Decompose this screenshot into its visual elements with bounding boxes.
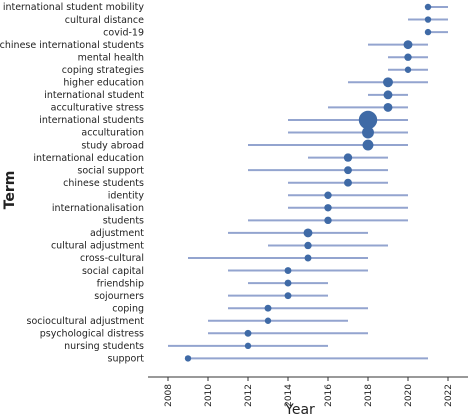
median-point	[362, 126, 374, 139]
median-point	[284, 267, 292, 274]
median-point	[304, 254, 312, 262]
term-label: students	[103, 216, 144, 227]
term-label: international education	[33, 153, 144, 164]
median-point	[362, 139, 374, 151]
x-tick-label: 2008	[164, 384, 174, 407]
x-tick-label: 2014	[284, 384, 294, 407]
term-label: coping	[112, 303, 144, 314]
median-point	[358, 110, 378, 130]
y-axis-title: Term	[2, 171, 18, 210]
x-axis-ticks: 2008 2010 2012 2014 2016 2018 2020 2022	[164, 377, 454, 407]
term-label: international student	[44, 90, 144, 101]
x-tick-label: 2018	[364, 384, 374, 407]
term-label: internationalisation	[52, 203, 144, 214]
term-label: adjustment	[90, 228, 144, 239]
median-point	[343, 153, 353, 162]
median-point	[383, 77, 393, 88]
x-tick-label: 2012	[244, 384, 254, 407]
term-label: mental health	[78, 52, 144, 63]
term-label: study abroad	[81, 140, 144, 151]
median-point	[324, 191, 332, 199]
median-point	[184, 355, 192, 362]
median-point	[404, 66, 412, 73]
term-label: covid-19	[103, 27, 144, 38]
median-points	[184, 3, 432, 362]
term-label: sojourners	[94, 291, 144, 302]
term-label: identity	[108, 190, 145, 201]
median-point	[244, 329, 252, 337]
median-point	[324, 216, 332, 225]
median-point	[303, 228, 313, 238]
term-label: coping strategies	[62, 65, 144, 76]
term-label: cultural adjustment	[51, 241, 144, 252]
median-point	[304, 241, 312, 250]
x-axis-title: Year	[284, 402, 315, 418]
x-tick-label: 2016	[324, 384, 334, 407]
median-point	[424, 3, 432, 11]
term-label: cultural distance	[65, 15, 144, 26]
median-point	[344, 166, 352, 175]
median-point	[344, 178, 352, 187]
median-point	[264, 304, 272, 312]
term-label: friendship	[97, 278, 144, 289]
term-label: international student mobility	[3, 2, 145, 13]
median-point	[264, 317, 272, 324]
x-tick-label: 2020	[404, 384, 414, 407]
median-point	[284, 292, 292, 300]
term-label: social capital	[82, 266, 144, 277]
median-point	[383, 90, 393, 100]
term-label: acculturative stress	[51, 103, 144, 114]
median-point	[244, 342, 252, 350]
median-point	[403, 40, 413, 50]
term-label: cross-cultural	[80, 253, 144, 264]
median-point	[424, 28, 432, 36]
median-point	[424, 16, 432, 23]
term-label: chinese students	[63, 178, 144, 189]
term-labels: international student mobility cultural d…	[0, 2, 144, 364]
term-label: social support	[77, 165, 144, 176]
term-label: sociocultural adjustment	[27, 316, 145, 327]
term-label: psychological distress	[40, 329, 144, 340]
median-point	[324, 204, 332, 212]
term-label: acculturation	[81, 128, 144, 139]
term-label: support	[108, 354, 145, 365]
x-tick-label: 2010	[204, 384, 214, 407]
median-point	[404, 53, 412, 61]
term-label: chinese international students	[0, 40, 144, 51]
median-point	[383, 102, 393, 112]
x-tick-label: 2022	[444, 384, 454, 407]
term-label: higher education	[63, 78, 144, 89]
term-label: nursing students	[64, 341, 144, 352]
term-label: international students	[39, 115, 144, 126]
median-point	[284, 279, 292, 287]
